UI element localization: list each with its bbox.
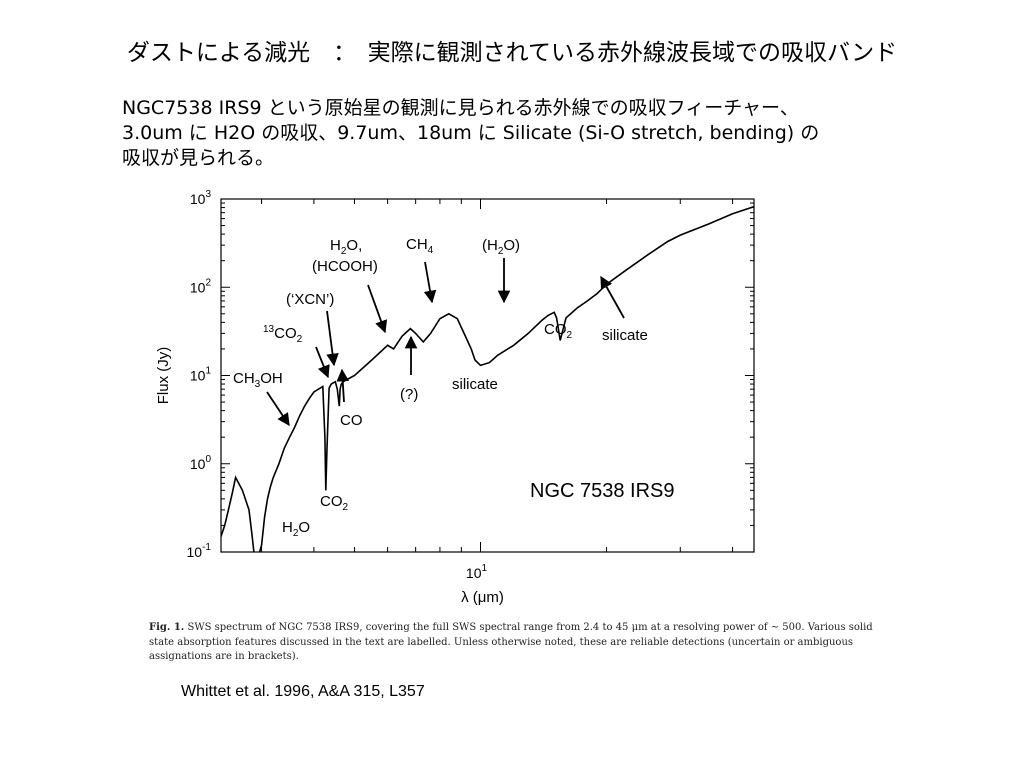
annotation-label-part: O <box>298 519 310 536</box>
annotation-label: (‘XCN’) <box>286 291 334 308</box>
annotation-label-part: 2 <box>293 528 299 539</box>
y-tick-label: 102 <box>190 277 212 295</box>
body-line-2: 3.0um に H2O の吸収、9.7um、18um に Silicate (S… <box>122 122 820 145</box>
annotation-label-part: 2 <box>343 502 349 513</box>
annotation-label-part: CO <box>274 325 297 342</box>
annotation: 13CO2 <box>263 324 330 379</box>
annotation: (‘XCN’) <box>286 291 339 367</box>
annotation-label: (?) <box>400 386 418 403</box>
annotation: CH3OH <box>233 370 290 427</box>
x-tick-label-exp: 1 <box>482 563 488 574</box>
annotation-arrow <box>423 261 437 304</box>
annotation-label: H2O, <box>330 237 362 257</box>
annotation-label: CH3OH <box>233 370 283 390</box>
annotation-label: (H2O) <box>482 237 520 257</box>
annotation-label-part: H <box>330 237 341 254</box>
annotation: CO <box>336 368 363 429</box>
y-tick-label-exp: 3 <box>205 190 211 200</box>
annotation-label-part: 2 <box>297 334 303 345</box>
annotation-label-part: O, <box>346 237 362 254</box>
annotation-arrow <box>600 275 625 319</box>
annotation-label-part: CO <box>320 493 343 510</box>
y-tick-label-base: 10 <box>190 279 206 295</box>
annotation-label: silicate <box>602 327 648 344</box>
annotation: H2O <box>282 519 310 539</box>
spectrum-chart: 10-1 100 101 102 103 101 λ (μm) Flux (Jy) NGC 75… <box>140 190 780 610</box>
annotation-arrow <box>326 310 339 367</box>
annotation-label-line2: (HCOOH) <box>312 258 378 275</box>
y-tick-label-exp: 1 <box>205 366 211 377</box>
annotation: CO2 <box>320 493 349 513</box>
annotation: H2O,(HCOOH) <box>312 237 388 334</box>
annotation-label-part: (‘XCN’) <box>286 291 334 308</box>
annotation-label-part: (?) <box>400 386 418 403</box>
annotation-arrow <box>315 346 330 379</box>
annotation-label: H2O <box>282 519 310 539</box>
y-tick-label: 103 <box>190 190 212 207</box>
slide-title: ダストによる減光 ： 実際に観測されている赤外線波長域での吸収バンド <box>126 40 898 66</box>
annotation-label-part: (H <box>482 237 498 254</box>
y-tick-label-exp: -1 <box>202 542 211 553</box>
annotation-arrow <box>336 368 349 403</box>
annotation: silicate <box>600 275 648 344</box>
annotation: silicate <box>452 376 498 393</box>
annotation-label: CO2 <box>544 321 573 341</box>
annotation-label-part: CH <box>406 236 428 253</box>
annotation-label-part: H <box>282 519 293 536</box>
annotation-label-part: 13 <box>263 324 275 335</box>
y-tick-label: 100 <box>190 454 212 472</box>
annotation-label-part: CO <box>340 412 363 429</box>
figure-caption: Fig. 1. SWS spectrum of NGC 7538 IRS9, c… <box>149 621 879 665</box>
annotation-label: CH4 <box>406 236 434 256</box>
annotation-label: CO2 <box>320 493 349 513</box>
annotation-arrow <box>266 391 290 427</box>
annotation: (?) <box>400 335 418 403</box>
annotation-label-part: 2 <box>567 330 573 341</box>
annotation-label-part: O) <box>503 237 520 254</box>
body-line-1: NGC7538 IRS9 という原始星の観測に見られる赤外線での吸収フィーチャー… <box>122 97 799 119</box>
y-tick-label-exp: 2 <box>205 277 211 288</box>
annotation-label: 13CO2 <box>263 324 303 345</box>
y-tick-label-base: 10 <box>190 456 206 472</box>
y-tick-label-base: 10 <box>190 191 206 207</box>
y-tick-label: 101 <box>190 366 212 384</box>
figure-caption-label: Fig. 1. <box>149 622 185 633</box>
figure-caption-text: SWS spectrum of NGC 7538 IRS9, covering … <box>149 622 873 662</box>
annotation-label-part: CO <box>544 321 567 338</box>
annotation-label-part: 4 <box>428 245 434 256</box>
annotation: (H2O) <box>482 237 520 304</box>
chart-title: NGC 7538 IRS9 <box>530 480 675 502</box>
annotation-label-part: CH <box>233 370 255 387</box>
annotation-label-part: silicate <box>452 376 498 393</box>
annotation-label: CO <box>340 412 363 429</box>
x-tick-label-base: 10 <box>466 565 482 581</box>
annotation-label: silicate <box>452 376 498 393</box>
x-axis-label: λ (μm) <box>461 589 504 606</box>
annotation: CO2 <box>544 321 573 341</box>
slide-body-text: NGC7538 IRS9 という原始星の観測に見られる赤外線での吸収フィーチャー… <box>122 96 962 171</box>
annotation-label-part: silicate <box>602 327 648 344</box>
annotation-label-part: 2 <box>341 246 347 257</box>
y-tick-label-base: 10 <box>187 544 203 560</box>
annotation-arrow <box>367 284 388 334</box>
y-tick-label: 10-1 <box>187 542 212 560</box>
annotation-label-part: 3 <box>255 379 261 390</box>
body-line-3: 吸収が見られる。 <box>122 147 275 170</box>
annotation-label-part: OH <box>260 370 283 387</box>
spectrum-line <box>221 205 754 552</box>
annotation-label-part: 2 <box>498 246 504 257</box>
annotation: CH4 <box>406 236 437 304</box>
citation: Whittet et al. 1996, A&A 315, L357 <box>181 683 425 700</box>
y-tick-label-exp: 0 <box>205 454 211 465</box>
x-tick-label: 101 <box>466 563 488 581</box>
y-tick-label-base: 10 <box>190 368 206 384</box>
y-axis-label: Flux (Jy) <box>155 347 172 405</box>
